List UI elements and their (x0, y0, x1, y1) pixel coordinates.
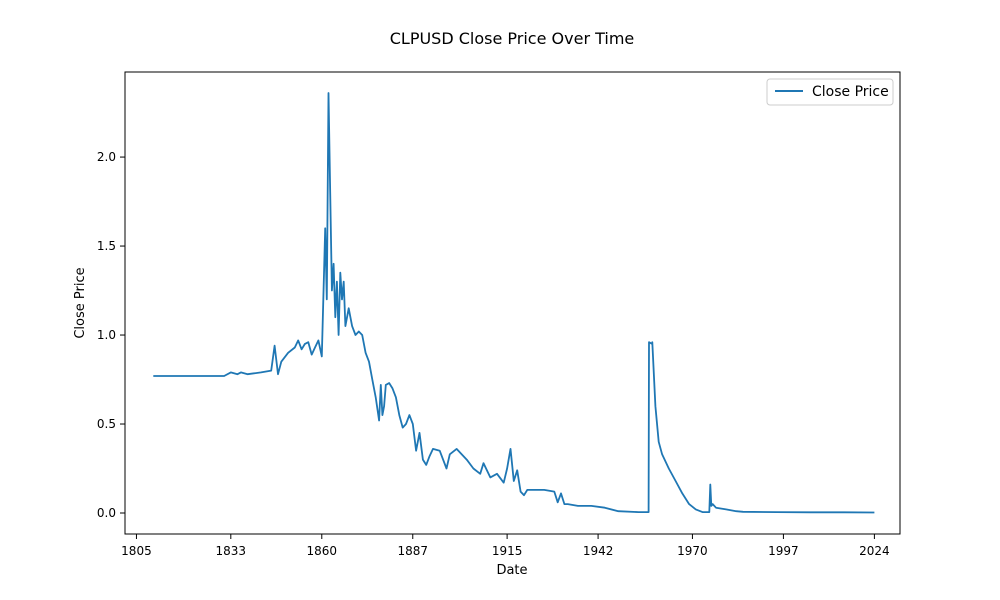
y-tick-label: 1.5 (97, 239, 116, 253)
x-tick-label: 1970 (677, 544, 708, 558)
x-tick-label: 1915 (492, 544, 523, 558)
series-layer (153, 92, 875, 514)
x-tick-label: 2024 (859, 544, 890, 558)
x-tick-label: 1942 (583, 544, 614, 558)
x-tick-label: 1833 (216, 544, 247, 558)
x-tick-label: 1805 (121, 544, 152, 558)
plot-frame (124, 71, 901, 535)
y-tick-label: 2.0 (97, 150, 116, 164)
y-tick-label: 1.0 (97, 328, 116, 342)
chart-title: CLPUSD Close Price Over Time (390, 29, 635, 48)
y-axis-label: Close Price (73, 267, 88, 338)
y-tick-label: 0.0 (97, 506, 116, 520)
series-line-0 (153, 92, 875, 514)
x-axis: 1805 1833 1860 1887 1915 1942 1970 1997 2024 (121, 534, 890, 558)
legend: Close Price (766, 78, 894, 106)
legend-label: Close Price (812, 84, 889, 100)
x-axis-label: Date (496, 563, 527, 578)
x-tick-label: 1887 (397, 544, 428, 558)
x-tick-label: 1997 (768, 544, 799, 558)
y-tick-label: 0.5 (97, 417, 116, 431)
y-axis: 0.0 0.5 1.0 1.5 2.0 (97, 150, 125, 520)
legend-box (766, 78, 894, 106)
x-tick-label: 1860 (307, 544, 338, 558)
